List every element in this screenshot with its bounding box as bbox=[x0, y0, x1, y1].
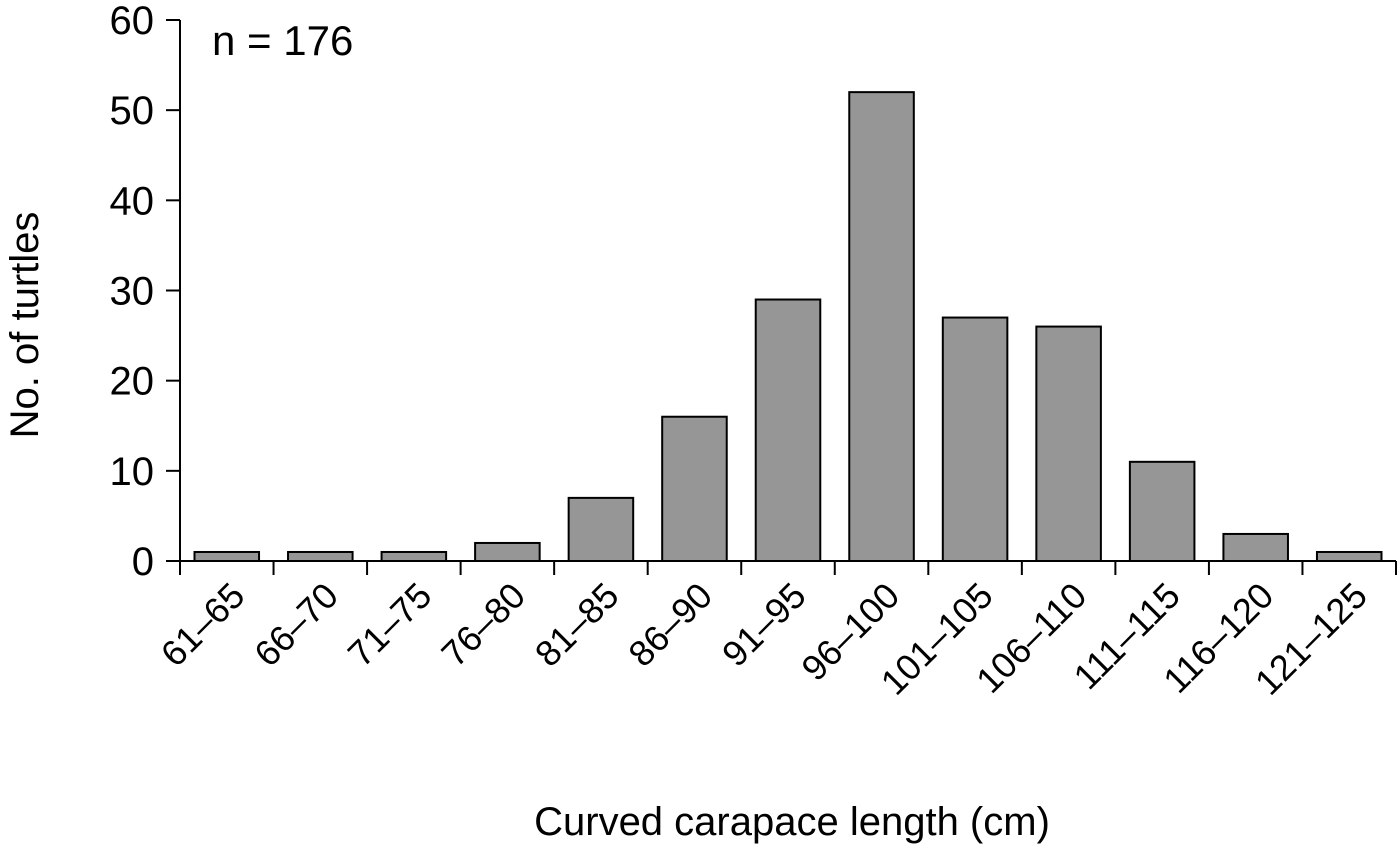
x-tick-label: 66–70 bbox=[246, 575, 346, 675]
y-tick-label: 60 bbox=[110, 0, 155, 43]
x-tick-label: 71–75 bbox=[340, 575, 440, 675]
bar-76–80 bbox=[474, 541, 541, 563]
bar-61–65 bbox=[193, 550, 261, 563]
x-tick-label: 61–65 bbox=[153, 575, 253, 675]
y-tick-label: 10 bbox=[110, 450, 155, 494]
bar-101–105 bbox=[941, 316, 1009, 562]
sample-size-annotation: n = 176 bbox=[212, 17, 353, 64]
x-tick-label: 86–90 bbox=[620, 575, 720, 675]
x-tick-label: 81–85 bbox=[527, 575, 627, 675]
y-ticks-group: 0 10 20 30 40 50 60 bbox=[110, 0, 180, 584]
y-tick-label: 20 bbox=[110, 360, 155, 404]
y-tick-label: 40 bbox=[110, 179, 155, 223]
y-axis-title: No. of turtles bbox=[3, 212, 47, 439]
x-ticks-group: 61–6566–7071–7576–8081–8586–9091–9596–10… bbox=[153, 561, 1397, 703]
bar-66–70 bbox=[287, 550, 354, 563]
y-tick-label: 30 bbox=[110, 270, 155, 314]
bar-96–100 bbox=[848, 91, 915, 562]
bars-group bbox=[193, 91, 1383, 563]
bar-116–120 bbox=[1222, 532, 1289, 563]
bar-71–75 bbox=[380, 550, 448, 563]
bar-106–110 bbox=[1035, 325, 1102, 563]
bar-121–125 bbox=[1315, 550, 1383, 563]
y-tick-label: 0 bbox=[132, 540, 154, 584]
x-tick-label: 76–80 bbox=[433, 575, 533, 675]
bar-81–85 bbox=[567, 496, 635, 562]
x-axis-title: Curved carapace length (cm) bbox=[534, 800, 1050, 844]
bar-86–90 bbox=[661, 415, 728, 562]
bar-111–115 bbox=[1128, 460, 1196, 563]
y-tick-label: 50 bbox=[110, 89, 155, 133]
bar-91–95 bbox=[754, 298, 822, 562]
